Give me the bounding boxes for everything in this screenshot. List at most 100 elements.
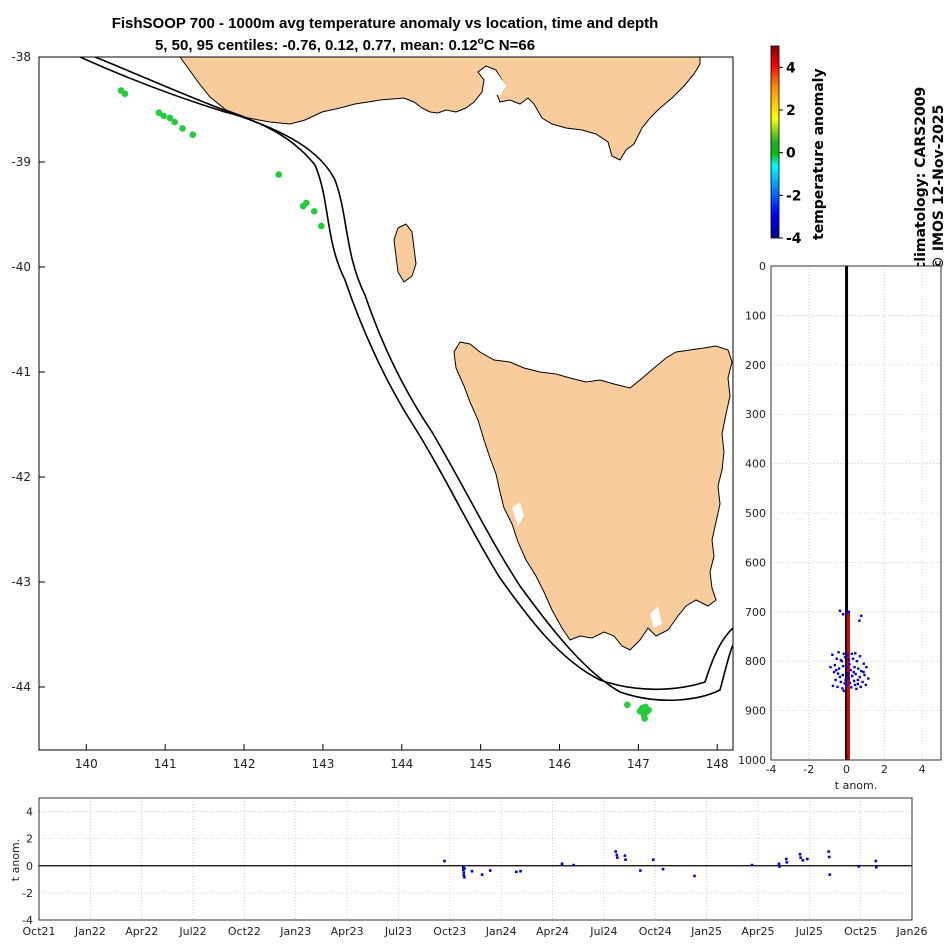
timeseries-point [806,857,809,861]
contour-outer [94,57,733,701]
profile-point [862,662,865,665]
profile-point [863,673,866,677]
colorbar-ticks: 4 2 0 -2 -4 [779,60,802,247]
colorbar-gradient [770,45,780,239]
profile-point [843,656,847,659]
map-point [189,131,197,138]
map-point [166,114,174,122]
chart-title-line1: FishSOOP 700 - 1000m avg temperature ano… [112,15,659,32]
profile-point [855,687,858,691]
timeseries-xtick-label: Jan26 [896,925,928,938]
profile-point [834,678,837,682]
timeseries-point [615,853,619,857]
timeseries-point [798,852,802,856]
timeseries-xtick-label: Apr25 [741,925,774,938]
timeseries-point [572,863,575,867]
timeseries-point [827,850,830,853]
timeseries-xtick-label: Apr23 [331,925,364,938]
profile-point [856,678,860,682]
profile-xtick-label: 4 [919,763,926,776]
map-point [303,199,310,207]
map-axis-ticks: 140 141 142 143 144 145 146 147 148 -38 -39 -40 -41 -… [11,50,728,771]
profile-ytick-label: 900 [745,705,766,718]
map-content [79,57,733,722]
timeseries-xtick-label: Jul24 [589,925,617,938]
timeseries-point [778,865,781,868]
timeseries-point [443,859,446,863]
colorbar-label: temperature anomaly [811,68,827,240]
profile-point [843,682,846,685]
timeseries-point [462,873,466,877]
timeseries-xtick-label: Jan22 [74,925,106,938]
timeseries-point [693,874,696,878]
profile-points [829,609,870,693]
map-xtick-label: 144 [390,757,413,771]
land-mainland [179,57,701,161]
profile-point [850,686,853,689]
profile-point [845,684,848,688]
profile-point [839,680,843,684]
timeseries-point [560,862,564,866]
profile-point [851,674,854,678]
timeseries-point [614,850,617,853]
timeseries-ytick-label: 4 [26,806,33,819]
profile-point [851,657,855,660]
map-point [275,171,283,178]
map-xtick-label: 148 [706,757,729,771]
profile-ytick-label: 100 [745,309,766,322]
timeseries-point [784,857,788,861]
profile-frame [770,265,942,761]
profile-point [835,657,838,660]
timeseries-point [801,859,805,862]
timeseries-point [777,862,781,866]
profile-ytick-label: 600 [745,556,766,569]
profile-ytick-label: 800 [745,655,766,668]
map-point [121,90,129,98]
timeseries-point [515,870,518,874]
timeseries-point [462,871,466,874]
map-panel: 140 141 142 143 144 145 146 147 148 -38 -39 -40 -41 -… [11,50,734,771]
timeseries-ytick-label: 2 [26,833,33,846]
estuary [512,502,524,526]
map-point [179,125,186,132]
land-tasmania [453,341,733,651]
map-point [641,715,648,722]
estuary [650,606,662,628]
timeseries-xtick-label: Jul25 [795,925,823,938]
profile-point [856,682,860,686]
timeseries-point [661,867,665,871]
timeseries-xtick-label: Oct22 [228,925,261,938]
profile-point [841,664,845,668]
profile-point [850,652,854,655]
profile-point [842,652,845,655]
timeseries-point [857,865,860,868]
timeseries-point [470,869,474,873]
profile-point [864,683,868,687]
profile-point [855,660,859,663]
profile-point [860,669,863,673]
map-frame [38,56,734,751]
profile-point [831,684,835,688]
timeseries-ytick-label: -4 [22,914,33,927]
map-xtick-label: 143 [311,757,334,771]
colorbar-tick-label: 0 [786,146,796,162]
profile-point [834,668,838,672]
profile-point [852,679,856,683]
profile-point [836,685,839,689]
profile-point [829,665,832,669]
map-point [155,109,163,116]
colorbar-tick-label: 4 [786,60,796,76]
map-ytick-label: -44 [11,680,31,694]
timeseries-ticks: Oct21 Jan22 Apr22 Jul22 Oct22 Jan23 Apr23 Jul23… [22,806,927,938]
profile-point [859,685,862,689]
profile-ytick-label: 700 [745,606,766,619]
map-point [171,118,178,126]
profile-point [846,672,850,675]
colorbar-tick-label: -2 [786,188,802,204]
map-ytick-label: -38 [11,50,31,64]
timeseries-xtick-label: Apr22 [125,925,158,938]
profile-point [840,660,844,663]
profile-point [861,680,864,684]
profile-xtick-label: -2 [803,763,814,776]
